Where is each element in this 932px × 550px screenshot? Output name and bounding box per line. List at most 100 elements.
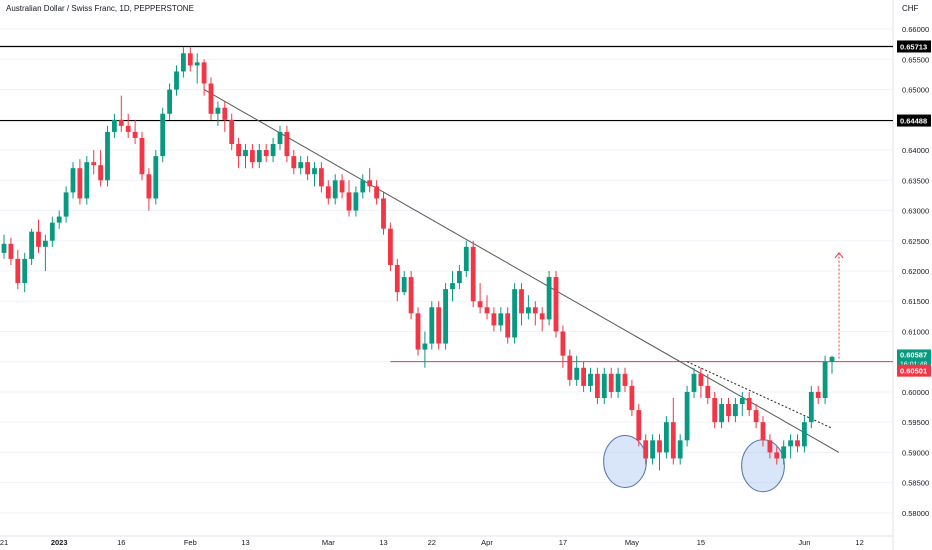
candle-body — [698, 373, 704, 386]
x-tick-label: May — [625, 538, 639, 547]
y-tick-label: 0.62500 — [902, 237, 929, 246]
candle-body — [139, 137, 145, 175]
currency-label: CHF — [902, 4, 919, 13]
x-tick-label: Jun — [798, 538, 810, 547]
x-tick-label: Mar — [322, 538, 335, 547]
candle-body — [394, 264, 400, 293]
candle-body — [98, 165, 103, 181]
x-tick-label: 2023 — [51, 538, 68, 547]
candle-body — [374, 186, 379, 199]
candle-body — [581, 367, 586, 386]
candle-body — [829, 356, 835, 362]
candle-body — [815, 391, 821, 398]
candle-body — [436, 307, 442, 344]
candle-body — [256, 150, 262, 163]
candle-body — [595, 373, 600, 398]
candle-body — [774, 452, 780, 459]
candle-body — [56, 216, 62, 223]
candle-body — [463, 246, 469, 271]
y-tick-label: 0.65500 — [902, 55, 929, 64]
candle-body — [401, 277, 407, 293]
candle-body — [29, 231, 34, 259]
level-price-badge — [897, 114, 931, 127]
x-tick-label: 12 — [855, 538, 863, 547]
horizontal-levels[interactable] — [0, 45, 893, 363]
candle-body — [684, 391, 690, 441]
candle-body — [325, 186, 331, 199]
candle-body — [77, 168, 83, 199]
candle-body — [484, 307, 490, 314]
candle-body — [739, 397, 745, 405]
candle-body — [733, 404, 738, 417]
candle-body — [567, 355, 573, 380]
candle-body — [70, 168, 76, 193]
candle-body — [167, 89, 172, 114]
candle-body — [153, 156, 159, 199]
candle-body — [84, 162, 90, 199]
descending-trendline — [203, 89, 840, 453]
candle-body — [526, 307, 531, 314]
candle-body — [477, 301, 483, 308]
candle-body — [422, 343, 428, 350]
candle-body — [270, 144, 276, 157]
time-axis[interactable]: 21 2023 16 Feb 13 Mar 13 22 Apr 17 May 15 Jun 12 — [0, 535, 893, 547]
chart-title: Australian Dollar / Swiss Franc, 1D, PEP… — [6, 4, 194, 13]
candle-body — [208, 83, 214, 114]
level-price-text: 0.64488 — [900, 117, 927, 126]
candle-body — [194, 62, 200, 66]
candle-body — [8, 243, 14, 259]
candle-body — [353, 192, 359, 211]
candle-body — [491, 313, 497, 326]
candle-body — [622, 373, 628, 386]
trendlines[interactable] — [203, 89, 840, 453]
candle-body — [553, 277, 559, 332]
y-tick-label: 0.61500 — [902, 297, 929, 306]
candle-body — [726, 404, 731, 417]
candle-body — [781, 446, 787, 459]
candle-body — [367, 180, 373, 187]
candle-body — [284, 131, 290, 157]
y-tick-label: 0.65000 — [902, 86, 929, 95]
candle-body — [498, 313, 504, 326]
candle-body — [187, 53, 193, 66]
candle-body — [132, 131, 138, 138]
candle-body — [263, 150, 269, 157]
candle-body — [15, 258, 21, 284]
candle-body — [505, 313, 511, 338]
candle-body — [112, 119, 117, 132]
candle-body — [22, 258, 28, 284]
candle-body — [608, 373, 614, 392]
candle-body — [118, 119, 124, 126]
candle-body — [63, 192, 69, 217]
y-tick-label: 0.66000 — [902, 25, 929, 34]
y-tick-label: 0.61000 — [902, 327, 929, 336]
y-tick-label: 0.60000 — [902, 388, 929, 397]
left-bottom-circle — [603, 434, 647, 488]
candle-body — [546, 277, 552, 320]
candle-body — [512, 289, 517, 338]
candle-body — [1, 243, 7, 253]
candle-body — [802, 422, 807, 447]
candle-body — [532, 307, 538, 314]
candle-body — [243, 150, 248, 157]
candle-body — [415, 313, 421, 350]
candle-body — [450, 283, 455, 290]
candle-body — [636, 410, 642, 441]
last-price-text: 0.60587 — [900, 350, 927, 359]
highlight-circles[interactable] — [603, 434, 785, 493]
candle-body — [588, 373, 593, 386]
candle-body — [360, 180, 366, 193]
target-arrow[interactable] — [834, 252, 844, 359]
candle-body — [746, 397, 752, 411]
candle-body — [457, 271, 462, 284]
price-axis[interactable]: 0.660000.655000.650000.645000.640000.635… — [892, 0, 929, 550]
candle-body — [43, 240, 48, 247]
candle-body — [429, 307, 435, 344]
candle-body — [712, 397, 718, 423]
x-tick-label: 15 — [697, 538, 705, 547]
last-price-badge — [897, 349, 931, 370]
candle-body — [808, 391, 814, 423]
red-level-text: 0.60501 — [900, 367, 927, 376]
